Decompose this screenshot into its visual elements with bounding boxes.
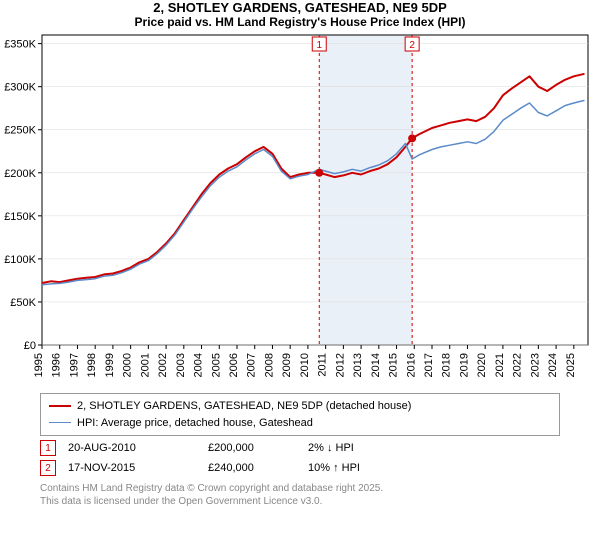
sale-date-1: 20-AUG-2010 [68,442,208,454]
svg-text:£150K: £150K [4,211,36,223]
svg-text:2009: 2009 [281,353,293,377]
disclaimer-line1: Contains HM Land Registry data © Crown c… [40,482,560,495]
svg-text:2014: 2014 [370,353,382,377]
svg-text:2016: 2016 [405,353,417,377]
legend-swatch-price [49,405,71,407]
sale-row-1: 1 20-AUG-2010 £200,000 2% ↓ HPI [40,438,560,458]
legend-row-hpi: HPI: Average price, detached house, Gate… [49,415,551,432]
svg-text:2017: 2017 [423,353,435,377]
sale-row-2: 2 17-NOV-2015 £240,000 10% ↑ HPI [40,458,560,478]
svg-text:2025: 2025 [565,353,577,377]
sale-marker-2: 2 [40,460,56,476]
svg-text:2006: 2006 [228,353,240,377]
svg-text:1996: 1996 [51,353,63,377]
svg-text:2010: 2010 [299,353,311,377]
svg-text:2005: 2005 [210,353,222,377]
sale-delta-1: 2% ↓ HPI [308,442,428,454]
svg-text:£250K: £250K [4,125,36,137]
svg-text:2008: 2008 [263,353,275,377]
price-chart: £0 £50K £100K £150K £200K £250K £300K £350K 1995… [0,29,600,389]
chart-svg: £0 £50K £100K £150K £200K £250K £300K £350K 1995… [0,29,600,389]
svg-text:2015: 2015 [388,353,400,377]
page-title: 2, SHOTLEY GARDENS, GATESHEAD, NE9 5DP [0,0,600,15]
svg-text:£350K: £350K [4,39,36,51]
svg-text:2019: 2019 [458,353,470,377]
svg-text:2004: 2004 [193,353,205,377]
svg-text:2022: 2022 [512,353,524,377]
legend-label-hpi: HPI: Average price, detached house, Gate… [77,415,313,432]
svg-text:2007: 2007 [246,353,258,377]
svg-text:2002: 2002 [157,353,169,377]
disclaimer-line2: This data is licensed under the Open Gov… [40,495,560,508]
svg-text:1999: 1999 [104,353,116,377]
svg-text:1997: 1997 [68,353,80,377]
svg-text:2012: 2012 [334,353,346,377]
svg-text:2018: 2018 [441,353,453,377]
disclaimer: Contains HM Land Registry data © Crown c… [40,482,560,508]
svg-text:1995: 1995 [33,353,45,377]
svg-text:1: 1 [316,40,322,51]
page-subtitle: Price paid vs. HM Land Registry's House … [0,15,600,29]
sale-price-2: £240,000 [208,462,308,474]
svg-text:2: 2 [409,40,415,51]
svg-text:2013: 2013 [352,353,364,377]
svg-text:2000: 2000 [122,353,134,377]
sale-price-1: £200,000 [208,442,308,454]
svg-text:2001: 2001 [139,353,151,377]
sales-table: 1 20-AUG-2010 £200,000 2% ↓ HPI 2 17-NOV… [40,438,560,478]
svg-text:2003: 2003 [175,353,187,377]
sale-marker-1: 1 [40,440,56,456]
svg-text:£300K: £300K [4,82,36,94]
legend-swatch-hpi [49,422,71,423]
svg-text:2024: 2024 [547,353,559,377]
svg-text:£0: £0 [24,340,36,352]
sale-marker-1-num: 1 [45,443,51,454]
svg-text:1998: 1998 [86,353,98,377]
legend-row-price: 2, SHOTLEY GARDENS, GATESHEAD, NE9 5DP (… [49,398,551,415]
svg-text:2020: 2020 [476,353,488,377]
svg-text:£100K: £100K [4,254,36,266]
svg-text:2011: 2011 [317,353,329,377]
svg-text:2023: 2023 [529,353,541,377]
sale-date-2: 17-NOV-2015 [68,462,208,474]
svg-text:2021: 2021 [494,353,506,377]
svg-text:£200K: £200K [4,168,36,180]
chart-legend: 2, SHOTLEY GARDENS, GATESHEAD, NE9 5DP (… [40,393,560,436]
sale-delta-2: 10% ↑ HPI [308,462,428,474]
legend-label-price: 2, SHOTLEY GARDENS, GATESHEAD, NE9 5DP (… [77,398,411,415]
sale-marker-2-num: 2 [45,463,51,474]
svg-text:£50K: £50K [10,297,36,309]
